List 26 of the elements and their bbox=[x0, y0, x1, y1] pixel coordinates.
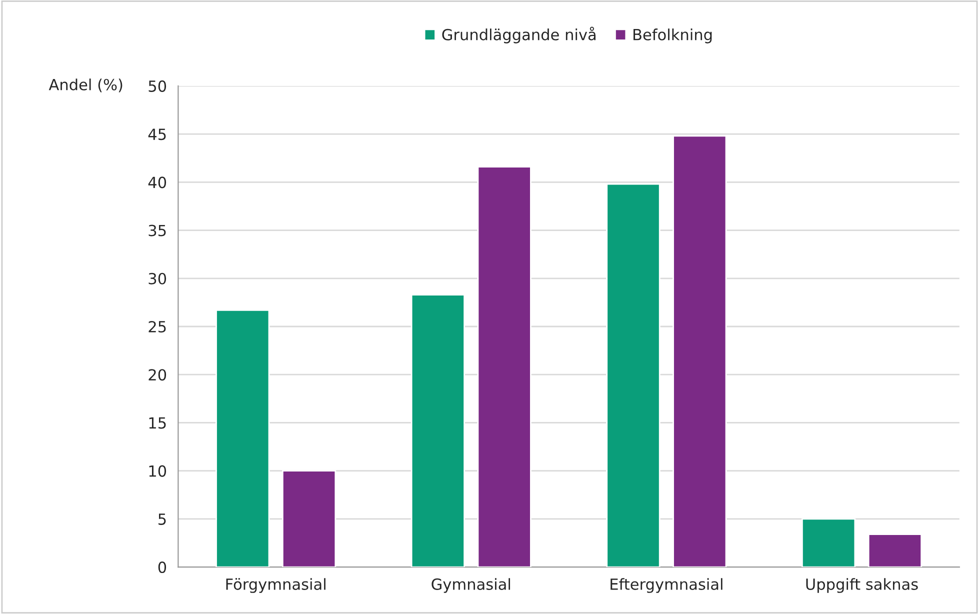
y-tick-label: 45 bbox=[148, 128, 166, 140]
bar bbox=[216, 309, 270, 568]
x-tick-label: Förgymnasial bbox=[226, 578, 326, 593]
y-tick-label: 5 bbox=[158, 514, 166, 525]
bar bbox=[802, 518, 856, 568]
bar bbox=[868, 534, 922, 568]
y-tick-label: 0 bbox=[158, 561, 166, 574]
y-tick-label: 35 bbox=[148, 224, 166, 236]
y-axis-title: Andel (%) bbox=[48, 78, 122, 92]
y-tick-label: 10 bbox=[149, 465, 166, 477]
y-tick-label: 40 bbox=[148, 176, 166, 188]
x-tick-label: Uppgift saknas bbox=[806, 578, 918, 593]
bar bbox=[282, 470, 336, 568]
bar bbox=[672, 135, 727, 568]
x-tick-label: Eftergymnasial bbox=[610, 578, 722, 593]
legend-label: Grundläggande nivå bbox=[442, 26, 596, 44]
y-tick-label: 30 bbox=[148, 272, 166, 284]
bar bbox=[606, 183, 660, 568]
bar bbox=[410, 294, 466, 568]
y-tick-label: 25 bbox=[148, 320, 166, 333]
bar bbox=[477, 166, 532, 568]
y-tick-label: 15 bbox=[149, 417, 166, 429]
y-tick-label: 20 bbox=[148, 369, 166, 381]
y-tick-label: 50 bbox=[148, 80, 166, 92]
legend-label: Befolkning bbox=[634, 28, 712, 44]
x-tick-label: Gymnasial bbox=[432, 578, 510, 593]
